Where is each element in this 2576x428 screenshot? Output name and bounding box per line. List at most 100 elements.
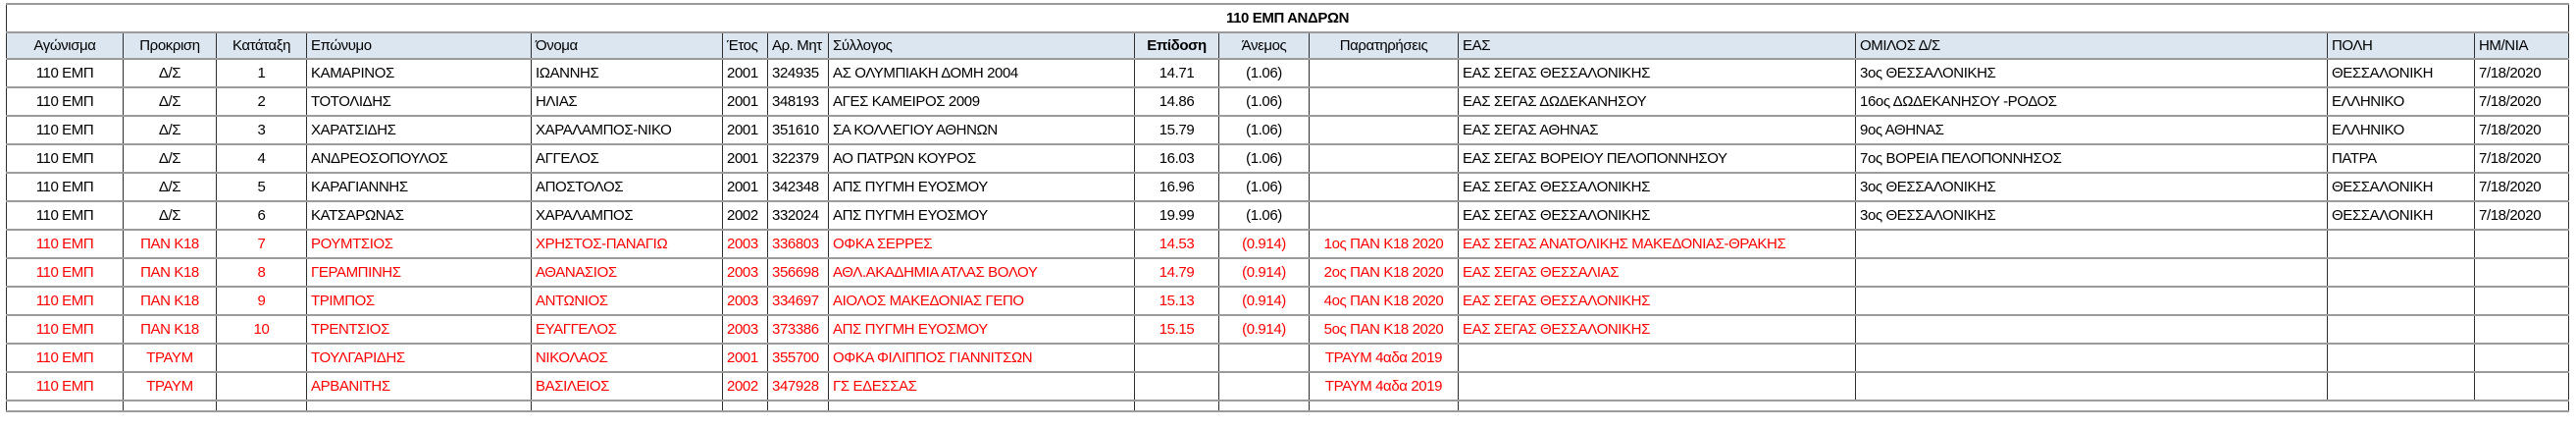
cell-prokrisi[interactable]: Δ/Σ [123, 115, 217, 145]
header-cell-katataxi[interactable]: Κατάταξη [216, 31, 307, 60]
cell-prokrisi[interactable]: ΠΑΝ Κ18 [123, 229, 217, 259]
cell-prokrisi[interactable]: Δ/Σ [123, 58, 217, 88]
header-cell-etos[interactable]: Έτος [722, 31, 768, 60]
cell-im_nia[interactable] [2474, 343, 2569, 373]
cell-ar_mit[interactable]: 373386 [767, 314, 829, 345]
cell-etos[interactable]: 2001 [722, 86, 768, 117]
cell-eas[interactable]: ΕΑΣ ΣΕΓΑΣ ΒΟΡΕΙΟΥ ΠΕΛΟΠΟΝΝΗΣΟΥ [1458, 143, 1856, 174]
cell-anemos[interactable]: (1.06) [1218, 143, 1310, 174]
empty-cell-prokrisi[interactable] [123, 400, 217, 412]
empty-cell-katataxi[interactable] [216, 400, 307, 412]
cell-anemos[interactable] [1218, 343, 1310, 373]
cell-prokrisi[interactable]: ΠΑΝ Κ18 [123, 286, 217, 316]
cell-onoma[interactable]: ΧΡΗΣΤΟΣ-ΠΑΝΑΓΙΩ [531, 229, 723, 259]
header-cell-syllogos[interactable]: Σύλλογος [828, 31, 1135, 60]
cell-eas[interactable]: ΕΑΣ ΣΕΓΑΣ ΔΩΔΕΚΑΝΗΣΟΥ [1458, 86, 1856, 117]
cell-etos[interactable]: 2001 [722, 143, 768, 174]
cell-anemos[interactable]: (1.06) [1218, 172, 1310, 202]
empty-cell-epidosi[interactable] [1134, 400, 1219, 412]
cell-paratiriseis[interactable]: 2ος ΠΑΝ Κ18 2020 [1309, 257, 1459, 288]
cell-omilos[interactable] [1855, 229, 2328, 259]
cell-prokrisi[interactable]: Δ/Σ [123, 172, 217, 202]
cell-paratiriseis[interactable]: ΤΡΑΥΜ 4αδα 2019 [1309, 343, 1459, 373]
cell-agonisma[interactable]: 110 ΕΜΠ [6, 143, 124, 174]
cell-syllogos[interactable]: ΟΦΚΑ ΣΕΡΡΕΣ [828, 229, 1135, 259]
cell-poli[interactable] [2327, 314, 2475, 345]
cell-omilos[interactable]: 3ος ΘΕΣΣΑΛΟΝΙΚΗΣ [1855, 172, 2328, 202]
cell-ar_mit[interactable]: 342348 [767, 172, 829, 202]
cell-agonisma[interactable]: 110 ΕΜΠ [6, 86, 124, 117]
cell-im_nia[interactable] [2474, 229, 2569, 259]
cell-onoma[interactable]: ΧΑΡΑΛΑΜΠΟΣ [531, 200, 723, 231]
header-cell-agonisma[interactable]: Αγώνισμα [6, 31, 124, 60]
header-cell-omilos[interactable]: ΟΜΙΛΟΣ Δ/Σ [1855, 31, 2328, 60]
sheet-title[interactable]: 110 ΕΜΠ ΑΝΔΡΩΝ [6, 3, 2569, 33]
cell-epidosi[interactable]: 16.03 [1134, 143, 1219, 174]
cell-epidosi[interactable] [1134, 371, 1219, 401]
cell-omilos[interactable]: 7ος ΒΟΡΕΙΑ ΠΕΛΟΠΟΝΝΗΣΟΣ [1855, 143, 2328, 174]
cell-onoma[interactable]: ΑΘΑΝΑΣΙΟΣ [531, 257, 723, 288]
cell-onoma[interactable]: ΕΥΑΓΓΕΛΟΣ [531, 314, 723, 345]
cell-eas[interactable]: ΕΑΣ ΣΕΓΑΣ ΘΕΣΣΑΛΟΝΙΚΗΣ [1458, 200, 1856, 231]
cell-epidosi[interactable]: 14.79 [1134, 257, 1219, 288]
cell-paratiriseis[interactable] [1309, 115, 1459, 145]
cell-etos[interactable]: 2001 [722, 172, 768, 202]
cell-prokrisi[interactable]: ΤΡΑΥΜ [123, 343, 217, 373]
cell-poli[interactable] [2327, 343, 2475, 373]
cell-syllogos[interactable]: ΓΣ ΕΔΕΣΣΑΣ [828, 371, 1135, 401]
cell-ar_mit[interactable]: 355700 [767, 343, 829, 373]
cell-eponymo[interactable]: ΤΟΥΛΓΑΡΙΔΗΣ [306, 343, 532, 373]
cell-poli[interactable]: ΕΛΛΗΝΙΚΟ [2327, 115, 2475, 145]
cell-im_nia[interactable]: 7/18/2020 [2474, 86, 2569, 117]
header-cell-eponymo[interactable]: Επώνυμο [306, 31, 532, 60]
cell-syllogos[interactable]: ΑΟ ΠΑΤΡΩΝ ΚΟΥΡΟΣ [828, 143, 1135, 174]
cell-katataxi[interactable]: 1 [216, 58, 307, 88]
empty-cell-etos[interactable] [722, 400, 768, 412]
cell-prokrisi[interactable]: Δ/Σ [123, 86, 217, 117]
cell-ar_mit[interactable]: 336803 [767, 229, 829, 259]
cell-etos[interactable]: 2001 [722, 115, 768, 145]
cell-anemos[interactable]: (0.914) [1218, 314, 1310, 345]
empty-cell-agonisma[interactable] [6, 400, 124, 412]
cell-syllogos[interactable]: ΣΑ ΚΟΛΛΕΓΙΟΥ ΑΘΗΝΩΝ [828, 115, 1135, 145]
cell-agonisma[interactable]: 110 ΕΜΠ [6, 229, 124, 259]
cell-anemos[interactable] [1218, 371, 1310, 401]
cell-poli[interactable] [2327, 371, 2475, 401]
cell-etos[interactable]: 2003 [722, 286, 768, 316]
cell-agonisma[interactable]: 110 ΕΜΠ [6, 286, 124, 316]
cell-epidosi[interactable] [1134, 343, 1219, 373]
cell-eponymo[interactable]: ΧΑΡΑΤΣΙΔΗΣ [306, 115, 532, 145]
cell-onoma[interactable]: ΑΠΟΣΤΟΛΟΣ [531, 172, 723, 202]
cell-poli[interactable]: ΠΑΤΡΑ [2327, 143, 2475, 174]
cell-katataxi[interactable]: 10 [216, 314, 307, 345]
cell-etos[interactable]: 2001 [722, 58, 768, 88]
cell-paratiriseis[interactable]: 1ος ΠΑΝ Κ18 2020 [1309, 229, 1459, 259]
cell-syllogos[interactable]: ΑΠΣ ΠΥΓΜΗ ΕΥΟΣΜΟΥ [828, 314, 1135, 345]
cell-syllogos[interactable]: ΑΙΟΛΟΣ ΜΑΚΕΔΟΝΙΑΣ ΓΕΠΟ [828, 286, 1135, 316]
cell-agonisma[interactable]: 110 ΕΜΠ [6, 343, 124, 373]
cell-syllogos[interactable]: ΑΓΕΣ ΚΑΜΕΙΡΟΣ 2009 [828, 86, 1135, 117]
empty-cell-eponymo[interactable] [306, 400, 532, 412]
cell-paratiriseis[interactable] [1309, 172, 1459, 202]
header-cell-anemos[interactable]: Άνεμος [1218, 31, 1310, 60]
cell-katataxi[interactable]: 8 [216, 257, 307, 288]
cell-katataxi[interactable]: 4 [216, 143, 307, 174]
cell-im_nia[interactable] [2474, 314, 2569, 345]
cell-onoma[interactable]: ΙΩΑΝΝΗΣ [531, 58, 723, 88]
cell-epidosi[interactable]: 15.79 [1134, 115, 1219, 145]
cell-im_nia[interactable]: 7/18/2020 [2474, 58, 2569, 88]
cell-im_nia[interactable]: 7/18/2020 [2474, 172, 2569, 202]
cell-epidosi[interactable]: 14.53 [1134, 229, 1219, 259]
cell-eas[interactable] [1458, 343, 1856, 373]
empty-cell-syllogos[interactable] [828, 400, 1135, 412]
header-cell-prokrisi[interactable]: Προκριση [123, 31, 217, 60]
cell-eas[interactable]: ΕΑΣ ΣΕΓΑΣ ΘΕΣΣΑΛΙΑΣ [1458, 257, 1856, 288]
cell-eas[interactable]: ΕΑΣ ΣΕΓΑΣ ΘΕΣΣΑΛΟΝΙΚΗΣ [1458, 172, 1856, 202]
cell-eponymo[interactable]: ΤΡΕΝΤΣΙΟΣ [306, 314, 532, 345]
cell-paratiriseis[interactable] [1309, 143, 1459, 174]
cell-ar_mit[interactable]: 356698 [767, 257, 829, 288]
cell-katataxi[interactable]: 3 [216, 115, 307, 145]
cell-im_nia[interactable]: 7/18/2020 [2474, 143, 2569, 174]
header-cell-ar_mit[interactable]: Αρ. Μητ [767, 31, 829, 60]
cell-etos[interactable]: 2002 [722, 371, 768, 401]
